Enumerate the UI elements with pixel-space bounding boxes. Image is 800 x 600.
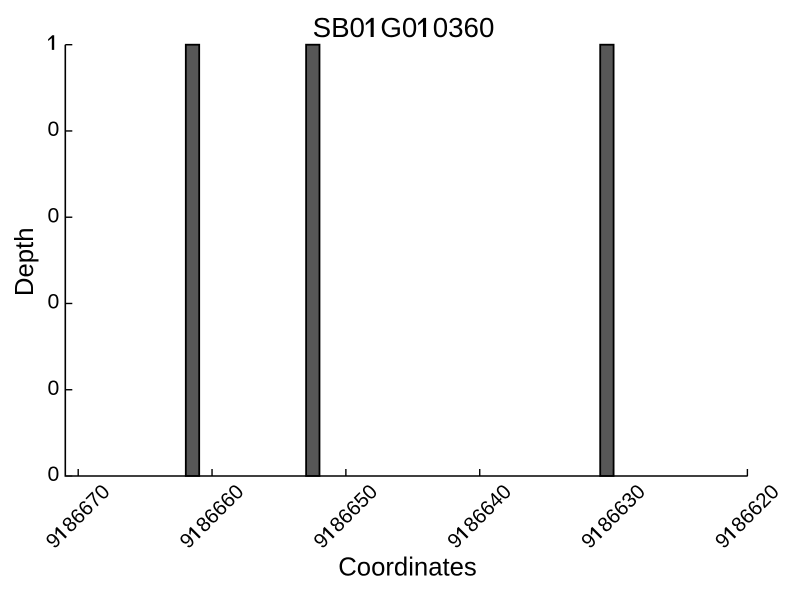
svg-text:Coordinates: Coordinates [338,554,477,582]
svg-text:SB0: SB0 [313,12,365,43]
svg-text:0: 0 [48,291,60,314]
svg-text:0: 0 [48,377,60,400]
svg-text:0: 0 [48,204,60,227]
svg-text:0: 0 [48,118,60,141]
svg-text:0360: 0360 [433,12,495,43]
svg-text:G0: G0 [380,12,417,43]
svg-text:0: 0 [48,463,60,486]
svg-text:Depth: Depth [11,228,39,297]
